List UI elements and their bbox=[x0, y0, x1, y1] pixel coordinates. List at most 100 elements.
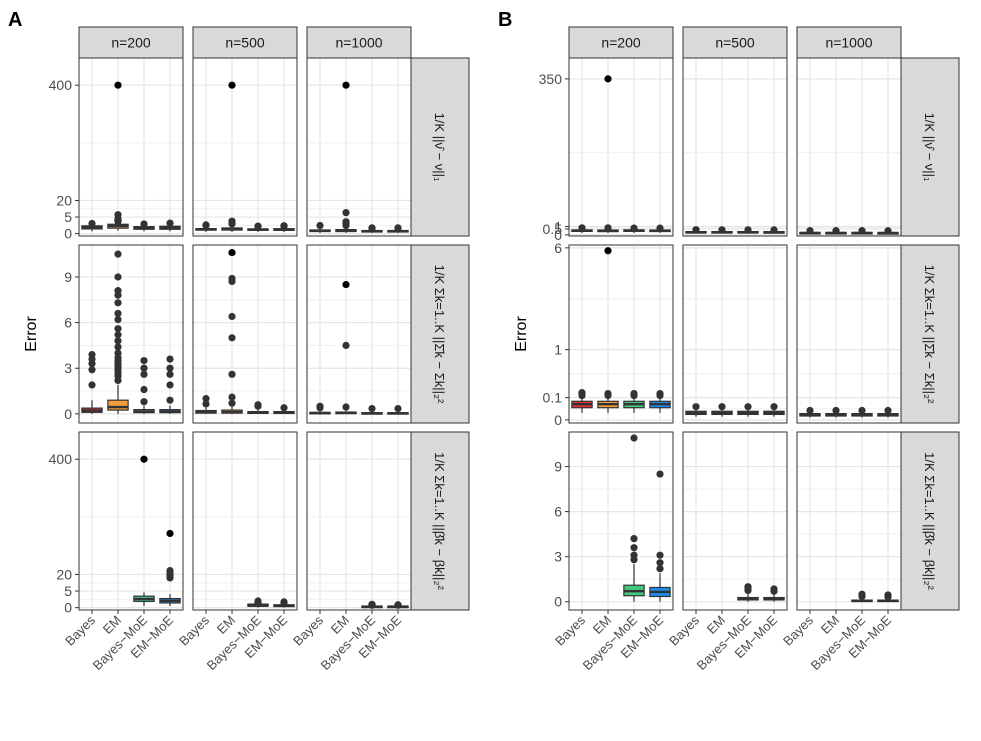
box-EM−MoE bbox=[763, 585, 785, 602]
outlier-point bbox=[806, 226, 814, 235]
outlier-point bbox=[114, 315, 122, 324]
outlier-point bbox=[718, 403, 726, 411]
row-strip-2 bbox=[410, 431, 470, 611]
panel-letter-A: A bbox=[8, 9, 22, 31]
outlier-point bbox=[368, 224, 376, 232]
outlier-point bbox=[692, 226, 700, 234]
outlier-point bbox=[394, 601, 402, 609]
row-label-text-0: 1/K ||ν̂ − ν||₁ bbox=[922, 113, 937, 182]
outlier-point bbox=[630, 224, 638, 232]
outlier-point bbox=[114, 299, 122, 307]
box-EM−MoE bbox=[877, 591, 899, 603]
facet-border bbox=[796, 244, 902, 424]
column-strip-1 bbox=[192, 26, 298, 59]
outlier-point bbox=[604, 389, 612, 398]
facet-background bbox=[79, 245, 183, 423]
outlier-point bbox=[88, 381, 96, 389]
box-Bayes bbox=[799, 226, 821, 235]
outlier-point bbox=[166, 219, 174, 227]
row-strip-0 bbox=[900, 57, 960, 237]
y-tick-label: 20 bbox=[56, 566, 72, 582]
outlier-point bbox=[578, 389, 586, 397]
x-tick-label: Bayes bbox=[780, 612, 817, 649]
column-strip-0 bbox=[78, 26, 184, 59]
outlier-point bbox=[744, 403, 752, 411]
row-strip-1 bbox=[900, 244, 960, 424]
box-EM−MoE bbox=[159, 219, 181, 232]
x-tick-label: Bayes bbox=[176, 612, 213, 649]
box-EM−MoE bbox=[273, 222, 295, 232]
box-EM−MoE bbox=[387, 601, 409, 609]
y-tick-label: 3 bbox=[64, 360, 72, 376]
facet-background bbox=[797, 58, 901, 236]
column-strip-label-1: n=500 bbox=[225, 35, 265, 51]
box-Bayes bbox=[195, 221, 217, 232]
outlier-point bbox=[202, 400, 210, 408]
row-label-2: 1/K Σk=1..K ||β̂k − βk||₂² bbox=[432, 452, 447, 590]
facet-A-r1-c2 bbox=[306, 244, 412, 424]
y-tick-label: 9 bbox=[554, 459, 562, 475]
x-tick-label: Bayes bbox=[552, 612, 589, 649]
outlier-point bbox=[858, 590, 866, 598]
outlier-point bbox=[806, 406, 814, 415]
box-EM bbox=[107, 250, 129, 414]
facet-A-r0-c0 bbox=[78, 57, 184, 237]
outlier-point bbox=[394, 224, 402, 232]
facet-B-r0-c0 bbox=[568, 57, 674, 237]
facet-border bbox=[568, 57, 674, 237]
outlier-point bbox=[316, 402, 324, 410]
outlier-point bbox=[114, 81, 122, 89]
facet-B-r0-c1 bbox=[682, 57, 788, 237]
column-strip-label-2: n=1000 bbox=[825, 35, 872, 51]
box-Bayes bbox=[195, 395, 217, 414]
outlier-point bbox=[228, 217, 236, 225]
box-EM−MoE bbox=[273, 404, 295, 415]
outlier-point bbox=[656, 470, 664, 478]
outlier-point bbox=[202, 395, 210, 403]
column-strip-label-0: n=200 bbox=[601, 35, 641, 51]
facet-border bbox=[306, 431, 412, 611]
row-label-1: 1/K Σk=1..K ||Σ̂k − Σk||₂² bbox=[922, 265, 937, 404]
facet-background bbox=[683, 58, 787, 236]
column-strip-label-2: n=1000 bbox=[335, 35, 382, 51]
panel-letter-B: B bbox=[498, 9, 512, 31]
outlier-point bbox=[166, 364, 174, 372]
y-tick-label: 3 bbox=[554, 549, 562, 565]
outlier-point bbox=[770, 403, 778, 411]
outlier-point bbox=[884, 406, 892, 415]
box-Bayes bbox=[81, 350, 103, 414]
outlier-point bbox=[140, 370, 148, 378]
box-Bayes−MoE bbox=[623, 434, 645, 602]
facet-border bbox=[796, 57, 902, 237]
outlier-point bbox=[202, 221, 210, 229]
y-tick-label: 6 bbox=[64, 315, 72, 331]
facet-background bbox=[79, 58, 183, 236]
facet-B-r1-c2 bbox=[796, 244, 902, 424]
outlier-point bbox=[88, 366, 96, 374]
outlier-point bbox=[254, 222, 262, 230]
outlier-point bbox=[88, 350, 96, 359]
outlier-point bbox=[254, 401, 262, 409]
box-Bayes−MoE bbox=[247, 597, 269, 608]
box-Bayes−MoE bbox=[133, 357, 155, 414]
facet-background bbox=[193, 245, 297, 423]
outlier-point bbox=[884, 227, 892, 235]
box-Bayes−MoE bbox=[247, 222, 269, 232]
column-strip-label-0: n=200 bbox=[111, 35, 151, 51]
outlier-point bbox=[114, 250, 122, 258]
facet-A-r1-c1 bbox=[192, 244, 298, 424]
box-EM−MoE bbox=[877, 406, 899, 418]
y-tick-label: 5 bbox=[64, 583, 72, 599]
facet-background bbox=[79, 432, 183, 610]
outlier-point bbox=[228, 274, 236, 283]
box-EM−MoE bbox=[649, 389, 671, 413]
outlier-point bbox=[342, 403, 350, 411]
x-tick-label: Bayes bbox=[290, 612, 327, 649]
facet-background bbox=[683, 245, 787, 423]
outlier-point bbox=[342, 81, 350, 89]
box-EM bbox=[221, 81, 243, 232]
row-strip-0 bbox=[410, 57, 470, 237]
